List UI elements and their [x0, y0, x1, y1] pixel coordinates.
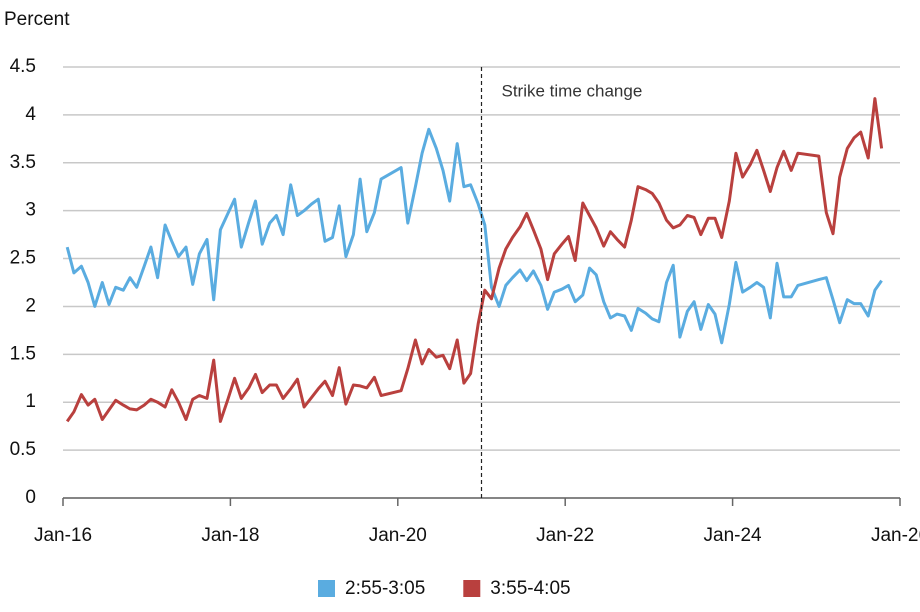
series-line [65, 127, 883, 345]
x-tick-label: Jan-20 [369, 525, 427, 546]
series-line [65, 97, 884, 423]
x-tick-label: Jan-24 [704, 525, 763, 546]
y-tick-label: 4 [25, 104, 36, 125]
legend-label: 2:55-3:05 [345, 578, 425, 599]
legend-label: 3:55-4:05 [490, 578, 570, 599]
y-tick-label: 3.5 [10, 152, 36, 173]
y-tick-label: 0.5 [10, 439, 36, 460]
annotation-text: Strike time change [502, 81, 643, 100]
y-tick-label: 2.5 [10, 248, 36, 269]
x-tick-label: Jan-18 [201, 525, 259, 546]
x-tick-label: Jan-22 [536, 525, 594, 546]
legend-swatch [463, 580, 481, 597]
x-tick-label: Jan-16 [34, 525, 92, 546]
y-axis-label: Percent [4, 9, 70, 30]
x-tick-label: Jan-26 [871, 525, 920, 546]
y-tick-label: 1 [25, 391, 36, 412]
y-tick-label: 3 [25, 200, 36, 221]
y-tick-label: 0 [25, 487, 36, 508]
legend-swatch [318, 580, 335, 597]
y-tick-label: 2 [25, 295, 36, 316]
y-tick-label: 1.5 [10, 343, 36, 364]
y-tick-label: 4.5 [10, 56, 36, 77]
